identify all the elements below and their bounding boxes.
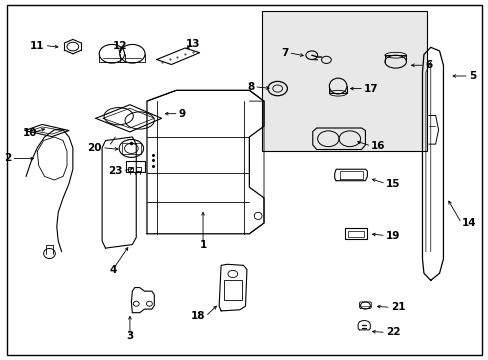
Text: 7: 7 — [281, 48, 288, 58]
Text: 9: 9 — [178, 109, 185, 119]
Bar — [136, 167, 141, 171]
Bar — [261, 12, 427, 151]
Bar — [128, 167, 133, 171]
Bar — [344, 228, 366, 239]
Text: 16: 16 — [370, 141, 385, 151]
Text: 13: 13 — [185, 39, 200, 49]
Text: 23: 23 — [108, 166, 122, 176]
Text: 3: 3 — [126, 331, 133, 341]
Bar — [126, 161, 145, 172]
Text: 22: 22 — [385, 327, 400, 337]
Text: 15: 15 — [385, 179, 400, 189]
Text: 21: 21 — [390, 302, 405, 312]
Text: 20: 20 — [87, 143, 102, 153]
Bar — [122, 143, 141, 154]
Text: 6: 6 — [424, 60, 431, 70]
Text: 10: 10 — [22, 129, 37, 138]
Bar — [223, 280, 242, 300]
Text: 8: 8 — [246, 82, 254, 92]
Text: 1: 1 — [199, 239, 206, 249]
Bar — [347, 231, 363, 237]
Text: 4: 4 — [109, 265, 116, 275]
Text: 12: 12 — [113, 41, 127, 50]
Text: 18: 18 — [191, 311, 205, 321]
Text: 11: 11 — [30, 41, 44, 50]
Text: 5: 5 — [468, 71, 475, 81]
Text: 19: 19 — [385, 231, 400, 240]
Text: 14: 14 — [461, 218, 475, 228]
Text: 17: 17 — [363, 84, 378, 94]
Text: 2: 2 — [4, 153, 11, 163]
